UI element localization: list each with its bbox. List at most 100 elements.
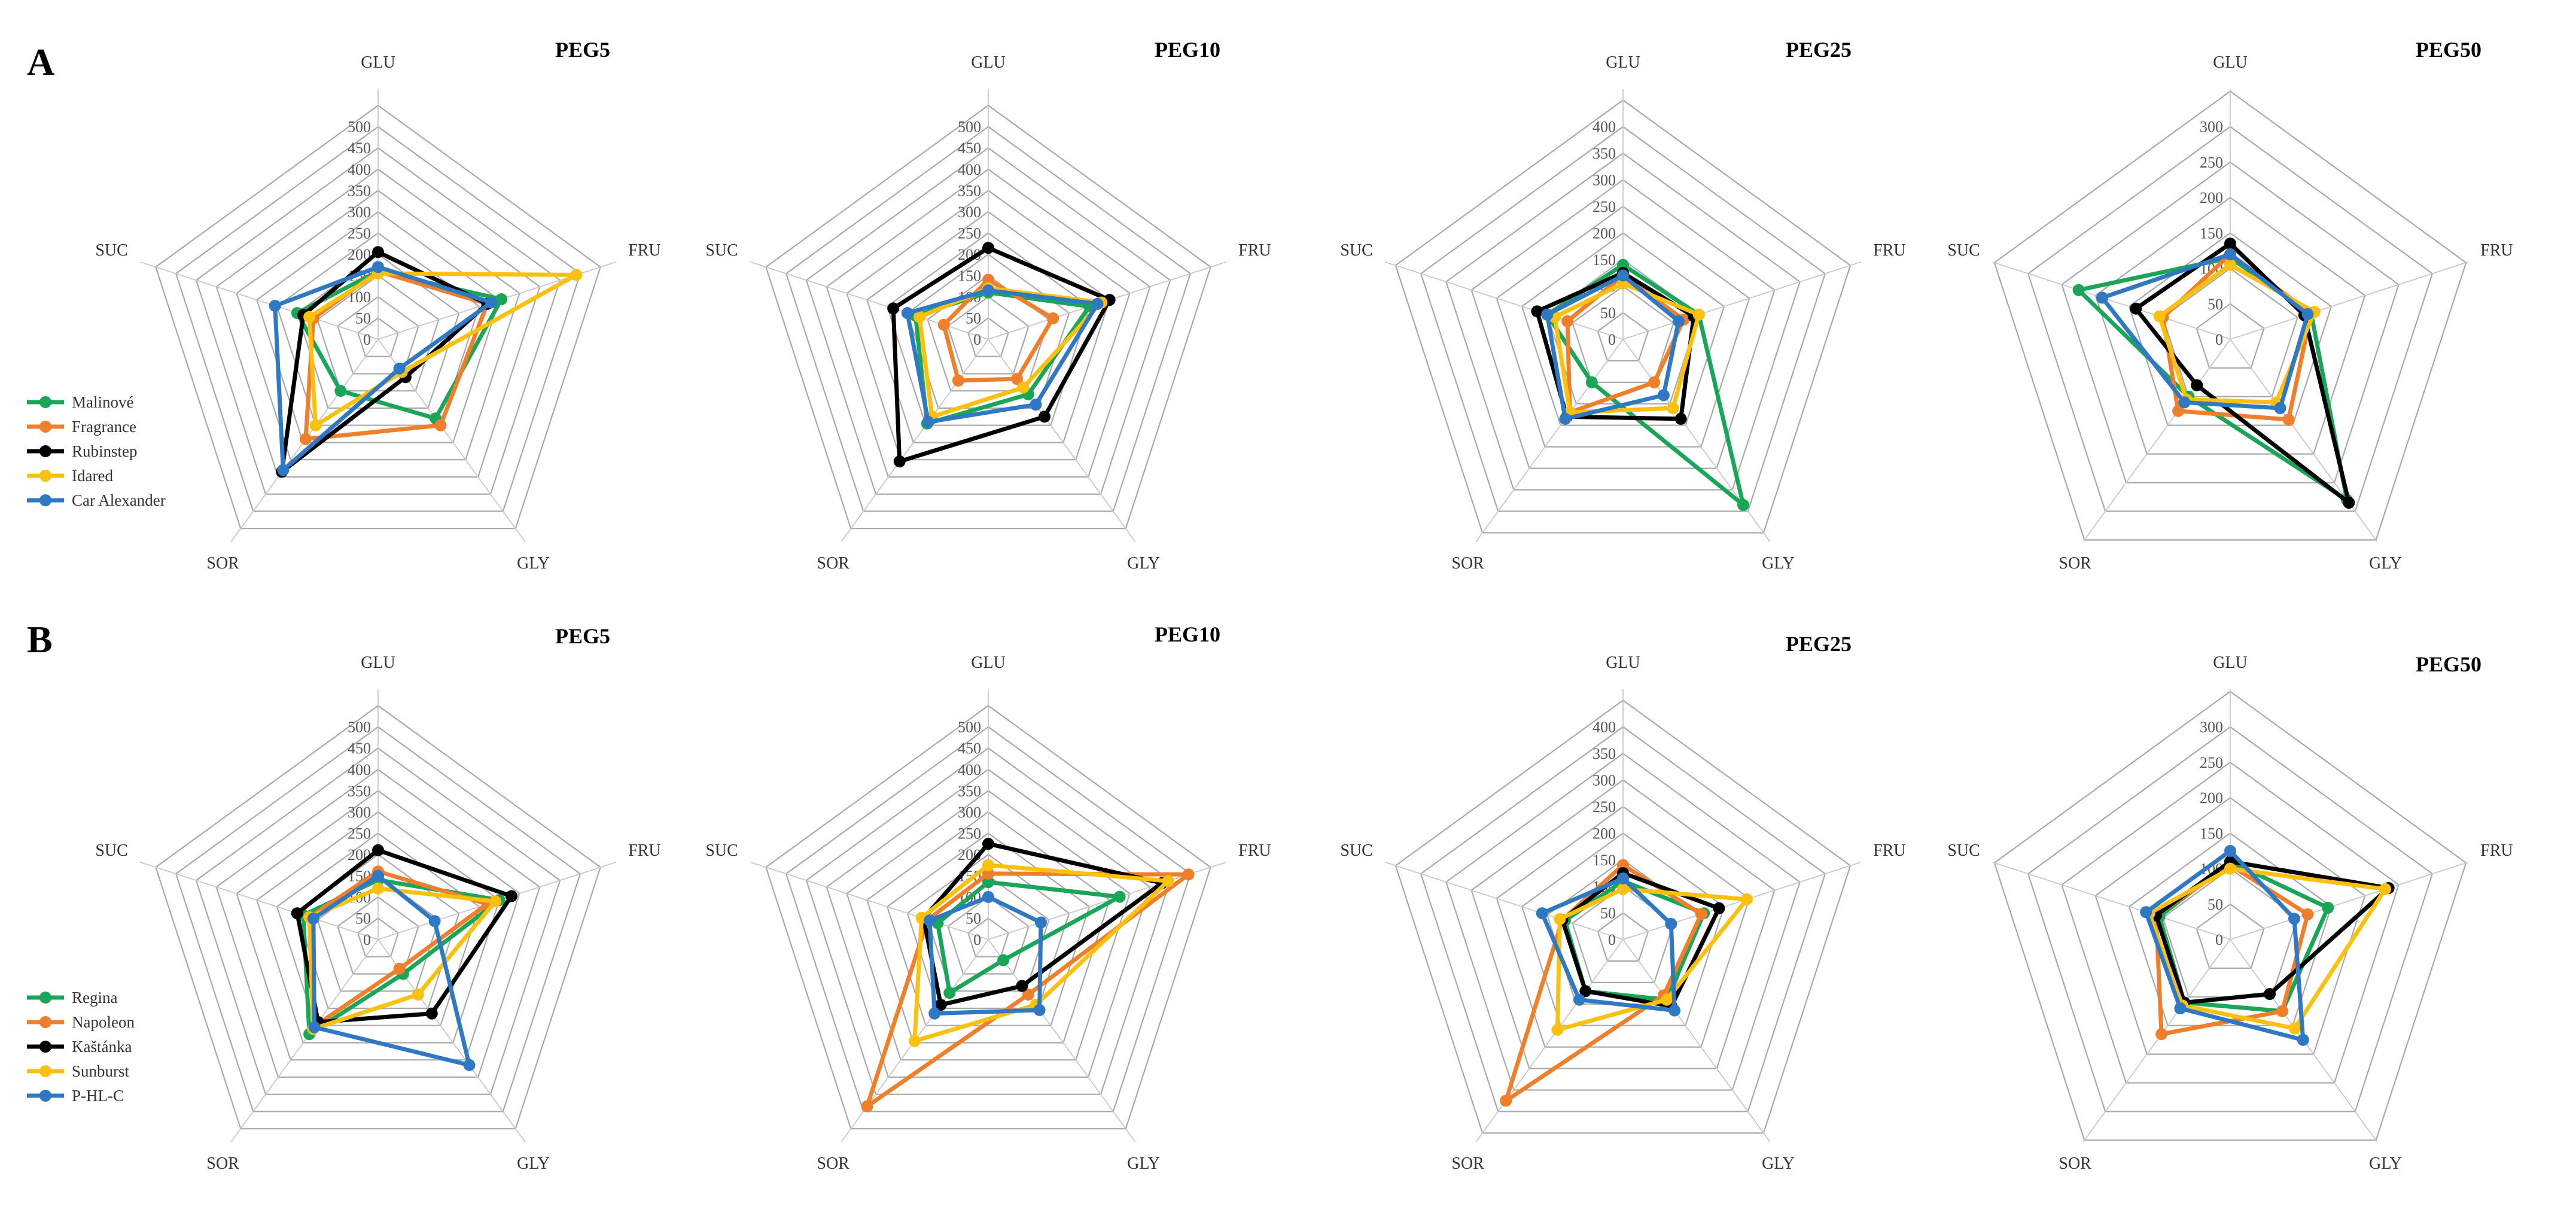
data-point [2153, 310, 2166, 323]
axis-label-sor: SOR [2059, 1154, 2091, 1173]
tick-label: 350 [958, 782, 981, 799]
data-point [2172, 405, 2184, 417]
grid-ring [1420, 126, 1826, 512]
grid-ring [947, 896, 1030, 975]
axis-label-fru: FRU [2480, 241, 2513, 260]
series-fragrance [937, 273, 1059, 387]
tick-label: 50 [355, 910, 371, 927]
grid-ring [215, 168, 541, 478]
data-point [1541, 308, 1554, 321]
data-point [269, 300, 281, 312]
grid-ring [337, 296, 419, 375]
spoke-sor [841, 339, 989, 542]
data-point [372, 882, 384, 895]
grid-ring [1993, 691, 2467, 1141]
legend-swatch-marker [39, 1041, 51, 1053]
tick-label: 0 [1608, 931, 1616, 948]
axis-label-sor: SOR [817, 554, 849, 573]
spoke-sor [2082, 939, 2231, 1142]
data-point [428, 915, 441, 928]
data-point [291, 907, 303, 920]
data-point [2301, 308, 2314, 320]
tick-label: 450 [958, 139, 981, 157]
legend-b: Regina Napoleon Kaštánka Sunburst P-HL-C [27, 989, 135, 1105]
legend-label: Idared [72, 467, 113, 485]
legend-label: Napoleon [72, 1013, 135, 1031]
legend-swatch-marker [39, 445, 51, 457]
axis-label-sor: SOR [2059, 554, 2091, 573]
data-point [1617, 269, 1629, 282]
data-point [412, 989, 424, 1001]
axis-label-sor: SOR [206, 1154, 239, 1173]
grid-ring [1394, 699, 1852, 1134]
series-line [942, 278, 1055, 383]
data-point [393, 362, 406, 375]
tick-label: 50 [966, 910, 981, 927]
radar-chart-a-peg5: 050100150200250300350400450500GLUFRUGLYS… [95, 38, 660, 573]
data-point [924, 914, 936, 927]
data-point [1559, 412, 1572, 425]
tick-label: 300 [958, 804, 981, 821]
radar-chart-a-peg25: 050100150200250300350400GLUFRUGLYSORSUCP… [1340, 38, 1905, 573]
series-line [1540, 876, 1677, 1013]
data-point [2343, 497, 2355, 509]
data-point [2096, 291, 2108, 304]
grid-ring [296, 253, 460, 409]
data-point [982, 890, 994, 903]
axis-label-fru: FRU [1873, 841, 1905, 860]
grid-ring [785, 726, 1192, 1112]
axis-label-suc: SUC [1340, 241, 1372, 260]
radar-chart-b-peg25: 050100150200250300350400GLUFRUGLYSORSUCP… [1340, 632, 1905, 1173]
data-point [1500, 1095, 1512, 1107]
data-point [1617, 883, 1629, 895]
series-sunburst [1551, 883, 1753, 1036]
data-point [485, 296, 498, 309]
tick-label: 50 [2207, 896, 2223, 913]
grid-ring [1470, 779, 1776, 1069]
data-point [861, 1100, 873, 1112]
data-point [943, 987, 956, 999]
data-point [1585, 376, 1598, 388]
tick-label: 400 [958, 761, 981, 779]
axis-label-suc: SUC [705, 241, 738, 260]
tick-label: 0 [363, 931, 371, 948]
axis-label-fru: FRU [628, 241, 660, 260]
grid-ring [967, 317, 1010, 357]
series-line [2147, 867, 2388, 1030]
grid-ring [337, 896, 419, 975]
data-point [1551, 1023, 1564, 1036]
tick-label: 0 [973, 931, 981, 948]
tick-label: 400 [348, 161, 371, 178]
data-point [2282, 414, 2295, 426]
series-line [927, 895, 1043, 1016]
tick-label: 0 [2215, 931, 2223, 948]
grid-ring [765, 704, 1211, 1130]
grid-ring [2128, 832, 2333, 1026]
data-point [2301, 908, 2314, 920]
series-p-hl-c [1536, 872, 1681, 1017]
data-point [2174, 1002, 2187, 1014]
series-p-hl-c [924, 890, 1047, 1020]
data-point [2288, 1022, 2301, 1035]
data-point [2178, 396, 2191, 409]
radar-chart-a-peg10: 050100150200250300350400450500GLUFRUGLYS… [705, 38, 1271, 573]
chart-title: PEG25 [1786, 38, 1852, 62]
spoke-suc [1385, 861, 1624, 940]
data-point [1665, 917, 1677, 930]
tick-label: 300 [958, 203, 981, 221]
data-point [489, 895, 501, 908]
series-line [1545, 273, 1681, 421]
chart-title: PEG50 [2416, 652, 2481, 676]
axis-label-gly: GLY [1762, 1154, 1795, 1173]
data-point [952, 375, 964, 387]
axis-label-glu: GLU [2213, 653, 2248, 672]
axis-label-gly: GLY [2369, 1154, 2402, 1173]
tick-label: 0 [2215, 331, 2223, 348]
legend-swatch-marker [39, 494, 51, 506]
legend-swatch-marker [39, 470, 51, 482]
series-line [912, 863, 1171, 1044]
axis-label-sor: SOR [1451, 554, 1484, 573]
tick-label: 200 [1593, 224, 1616, 242]
axis-label-glu: GLU [361, 653, 395, 672]
